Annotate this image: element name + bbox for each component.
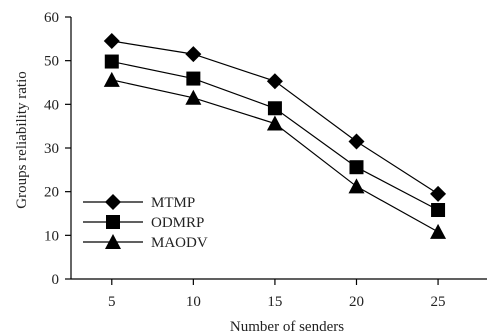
legend-marker bbox=[106, 215, 120, 229]
legend: MTMP ODMRP MAODV bbox=[83, 194, 208, 251]
y-tick-label: 50 bbox=[44, 54, 59, 70]
y-tick-label: 20 bbox=[44, 185, 59, 201]
data-point bbox=[431, 203, 446, 218]
series-layer bbox=[103, 33, 447, 239]
legend-item: MAODV bbox=[83, 234, 208, 251]
data-point bbox=[430, 185, 447, 202]
data-point bbox=[185, 46, 202, 63]
data-point bbox=[186, 71, 201, 86]
data-point bbox=[430, 223, 447, 239]
y-tick-label: 10 bbox=[44, 228, 59, 244]
data-point bbox=[348, 178, 365, 194]
series-odmrp bbox=[104, 54, 446, 218]
data-point bbox=[266, 115, 283, 131]
y-tick-label: 60 bbox=[44, 10, 59, 26]
x-tick-label: 10 bbox=[186, 294, 201, 310]
data-point bbox=[103, 71, 120, 87]
series-maodv bbox=[103, 71, 447, 239]
x-axis-label: Number of senders bbox=[230, 319, 344, 334]
legend-label: ODMRP bbox=[151, 215, 204, 231]
y-tick-label: 0 bbox=[52, 272, 60, 288]
legend-label: MTMP bbox=[151, 195, 195, 211]
data-point bbox=[267, 101, 282, 116]
data-point bbox=[103, 33, 120, 50]
legend-marker bbox=[105, 234, 121, 249]
series-mtmp bbox=[103, 33, 447, 202]
legend-label: MAODV bbox=[151, 235, 208, 251]
data-point bbox=[349, 160, 364, 175]
data-point bbox=[185, 89, 202, 105]
x-tick-label: 5 bbox=[108, 294, 116, 310]
y-tick-label: 40 bbox=[44, 97, 59, 113]
legend-marker bbox=[105, 194, 121, 210]
x-tick-label: 25 bbox=[431, 294, 446, 310]
data-point bbox=[348, 133, 365, 150]
x-tick-label: 15 bbox=[267, 294, 282, 310]
y-tick-label: 30 bbox=[44, 141, 59, 157]
data-point bbox=[266, 73, 283, 90]
axes: 0 10 20 30 40 50 60 5 10 15 20 25 bbox=[44, 10, 487, 310]
legend-item: MTMP bbox=[83, 194, 195, 211]
y-axis-label: Groups reliability ratio bbox=[14, 71, 30, 208]
legend-item: ODMRP bbox=[83, 215, 204, 231]
data-point bbox=[104, 54, 119, 69]
x-tick-label: 20 bbox=[349, 294, 364, 310]
